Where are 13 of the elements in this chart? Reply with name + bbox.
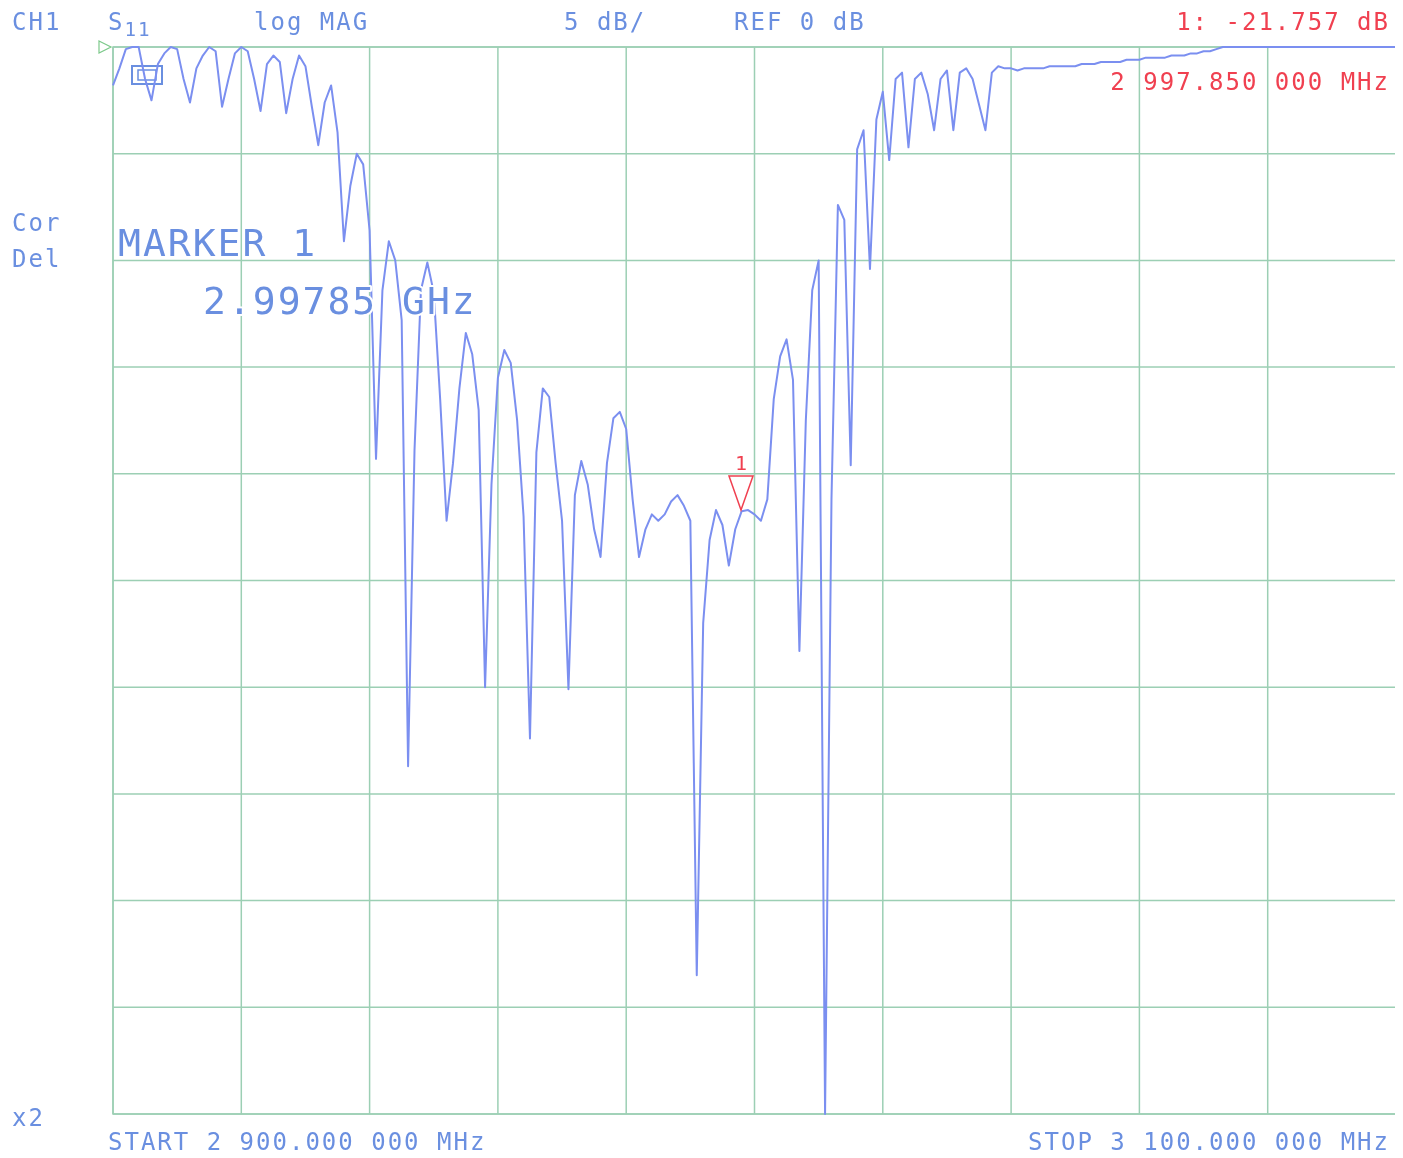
text: STOP 3 100.000 000 MHz [1028, 1128, 1390, 1156]
text: Cor [12, 209, 62, 237]
text: S$_{11}$ [108, 8, 152, 41]
text: CH1 [12, 8, 62, 36]
text: 5 dB/ [564, 8, 647, 36]
text: 1: -21.757 dB [1176, 8, 1390, 36]
annotation: 1 [734, 451, 748, 475]
text: REF 0 dB [734, 8, 866, 36]
text: START 2 900.000 000 MHz [108, 1128, 487, 1156]
text: Del [12, 245, 62, 273]
annotation: 2 997.850 000 MHz [1110, 68, 1390, 96]
text: x2 [12, 1104, 45, 1132]
text: log MAG [254, 8, 370, 36]
